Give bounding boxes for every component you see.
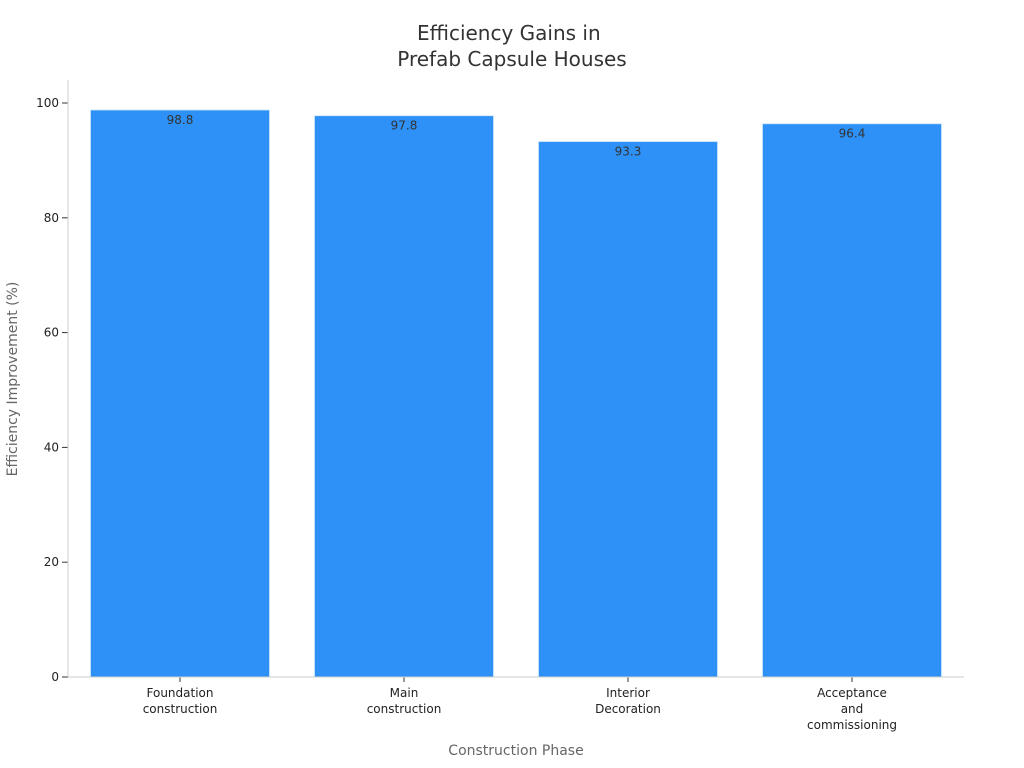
bar (761, 123, 943, 678)
y-tick-label: 20 (44, 555, 59, 569)
chart-title: Efficiency Gains in Prefab Capsule House… (397, 21, 626, 71)
x-tick-label: Interior Decoration (595, 686, 661, 716)
x-tick-label-line: commissioning (807, 718, 897, 732)
x-tick-label-line: Acceptance (817, 686, 887, 700)
x-tick-label-line: Decoration (595, 702, 661, 716)
x-tick-label-line: construction (143, 702, 218, 716)
plot-area: 0 20 40 60 80 100 98.8 Foundation construction 97… (36, 96, 943, 732)
y-tick-label: 40 (44, 440, 59, 454)
bar (537, 140, 719, 678)
x-tick-label-line: Main (390, 686, 419, 700)
y-tick-label: 0 (51, 670, 59, 684)
bar (313, 115, 495, 678)
x-axis-label: Construction Phase (448, 743, 583, 759)
bar-value-label: 98.8 (167, 113, 194, 127)
x-tick-label: Main construction (367, 686, 442, 716)
y-tick-label: 60 (44, 326, 59, 340)
x-tick-label: Acceptance and commissioning (807, 686, 897, 732)
y-axis-label: Efficiency Improvement (%) (5, 282, 21, 477)
bar-value-label: 93.3 (615, 144, 642, 158)
x-tick-label-line: Foundation (147, 686, 214, 700)
bar-value-label: 96.4 (839, 127, 866, 141)
bar-value-label: 97.8 (391, 119, 418, 133)
chart-title-line-2: Prefab Capsule Houses (397, 47, 626, 71)
chart-title-line-1: Efficiency Gains in (417, 21, 601, 45)
y-tick-label: 80 (44, 211, 59, 225)
bar (89, 109, 271, 678)
x-tick-label-line: construction (367, 702, 442, 716)
x-tick-label-line: and (841, 702, 864, 716)
x-tick-label-line: Interior (606, 686, 650, 700)
y-tick-label: 100 (36, 96, 59, 110)
x-tick-label: Foundation construction (143, 686, 218, 716)
